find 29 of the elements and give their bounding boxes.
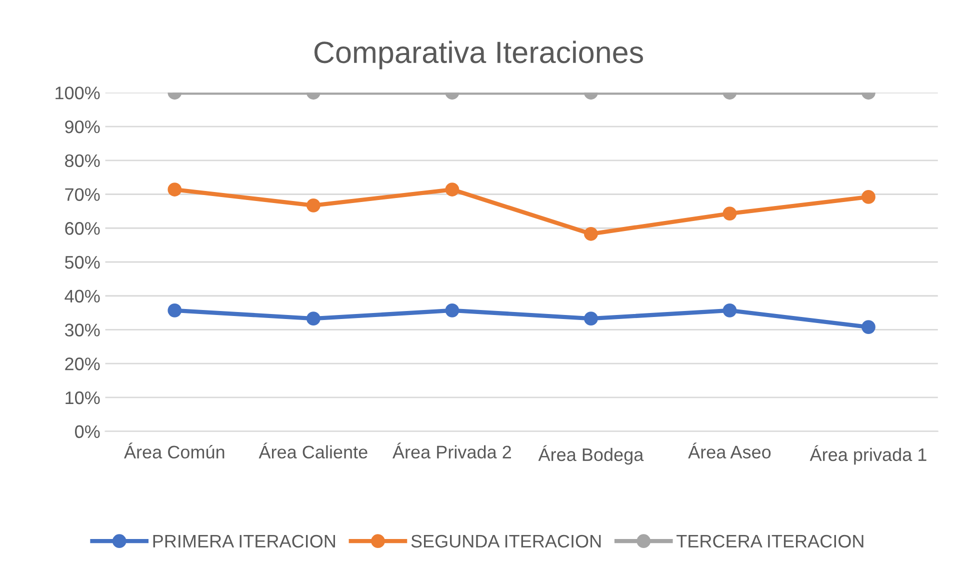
point xyxy=(168,303,182,318)
y-tick-label: 70% xyxy=(65,188,100,201)
y-tick-label: 80% xyxy=(65,154,100,168)
y-tick-label: 60% xyxy=(65,222,100,235)
y-tick-label: 20% xyxy=(65,358,100,370)
legend-label: TERCERA ITERACION xyxy=(676,534,864,548)
point xyxy=(722,303,737,318)
legend-label: SEGUNDA ITERACION xyxy=(411,534,601,548)
y-tick-label: 0% xyxy=(75,425,100,438)
y-tick-label: 100% xyxy=(56,86,100,100)
chart-title: Comparativa Iteraciones xyxy=(314,40,643,70)
y-tick-label: 50% xyxy=(64,256,100,269)
y-tick-label: 90% xyxy=(65,120,100,134)
x-tick-label: Área privada 1 xyxy=(810,445,926,465)
x-tick-label: Área Común xyxy=(124,442,224,459)
x-tick-label: Área Bodega xyxy=(538,445,644,465)
x-tick-label: Área Privada 2 xyxy=(392,442,511,459)
point xyxy=(584,312,598,326)
y-tick-label: 40% xyxy=(64,290,100,303)
y-tick-label: 10% xyxy=(66,391,100,404)
point xyxy=(306,312,320,326)
point xyxy=(722,206,737,221)
point xyxy=(862,320,876,334)
x-tick-label: Área Caliente xyxy=(258,442,368,459)
point xyxy=(584,226,598,241)
x-tick-label: Área Aseo xyxy=(688,442,771,459)
y-tick-label: 30% xyxy=(64,324,100,336)
legend-label: PRIMERA ITERACION xyxy=(153,534,335,548)
point xyxy=(445,303,460,318)
